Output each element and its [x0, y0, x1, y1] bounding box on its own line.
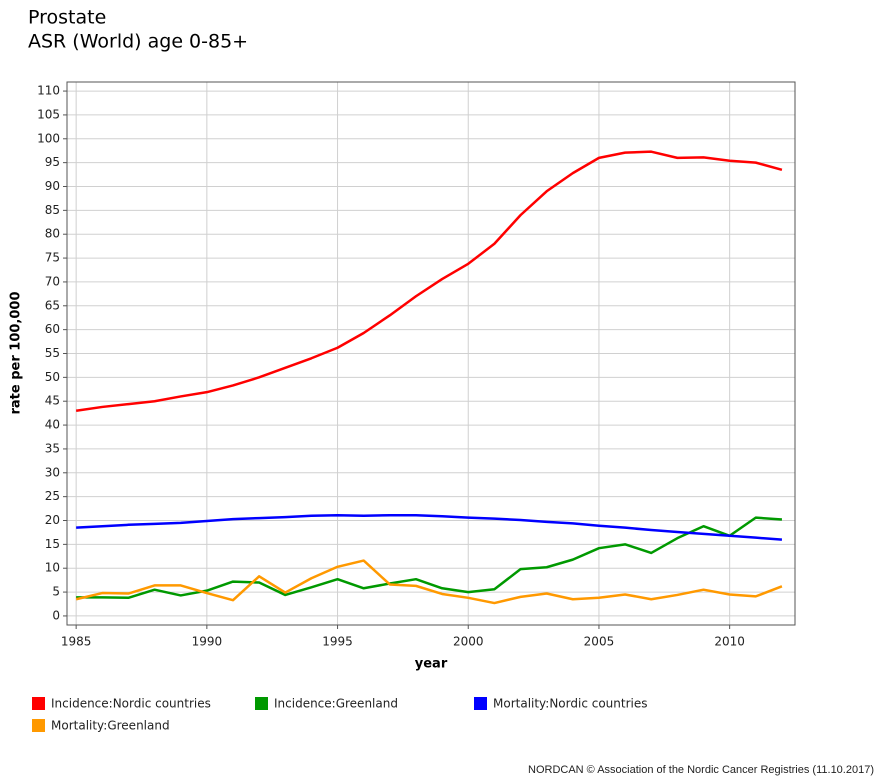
x-axis-title: year	[415, 657, 448, 672]
y-tick-label: 45	[45, 394, 60, 408]
legend-swatch	[255, 697, 268, 710]
y-tick-label: 65	[45, 298, 60, 312]
y-axis-title: rate per 100,000	[9, 291, 24, 414]
y-tick-label: 60	[45, 322, 60, 336]
y-tick-label: 10	[45, 561, 60, 575]
y-tick-label: 30	[45, 465, 60, 479]
y-tick-label: 0	[52, 608, 60, 622]
legend-swatch	[32, 697, 45, 710]
x-tick-label: 1990	[192, 635, 223, 649]
y-tick-label: 90	[45, 179, 60, 193]
series-line	[76, 514, 783, 541]
series-line	[76, 516, 783, 600]
x-tick-label: 2010	[714, 635, 745, 649]
legend-swatch	[32, 719, 45, 732]
y-tick-label: 110	[37, 84, 60, 98]
plot-frame	[66, 81, 796, 626]
legend-label: Incidence:Greenland	[274, 697, 398, 711]
y-tick-label: 85	[45, 203, 60, 217]
chart-title: Prostate	[28, 7, 106, 29]
y-tick-label: 55	[45, 346, 60, 360]
y-tick-label: 25	[45, 489, 60, 503]
y-tick-label: 35	[45, 441, 60, 455]
y-tick-label: 105	[37, 107, 60, 121]
y-tick-label: 5	[52, 585, 60, 599]
legend-swatch	[474, 697, 487, 710]
series-line	[75, 150, 783, 412]
y-tick-label: 40	[45, 418, 60, 432]
y-tick-label: 70	[45, 274, 60, 288]
y-tick-label: 75	[45, 251, 60, 265]
y-tick-label: 50	[45, 370, 60, 384]
y-tick-label: 15	[45, 537, 60, 551]
chart-subtitle: ASR (World) age 0-85+	[28, 31, 248, 53]
y-tick-label: 80	[45, 227, 60, 241]
x-tick-label: 1985	[61, 635, 92, 649]
x-tick-label: 2005	[584, 635, 615, 649]
legend-label: Mortality:Greenland	[51, 719, 170, 733]
x-tick-label: 2000	[453, 635, 484, 649]
y-tick-label: 20	[45, 513, 60, 527]
series-line	[75, 559, 783, 605]
y-tick-label: 100	[37, 131, 60, 145]
y-tick-label: 95	[45, 155, 60, 169]
legend-label: Incidence:Nordic countries	[51, 697, 211, 711]
legend-label: Mortality:Nordic countries	[493, 697, 648, 711]
x-tick-label: 1995	[322, 635, 353, 649]
footer: NORDCAN © Association of the Nordic Canc…	[528, 764, 874, 776]
